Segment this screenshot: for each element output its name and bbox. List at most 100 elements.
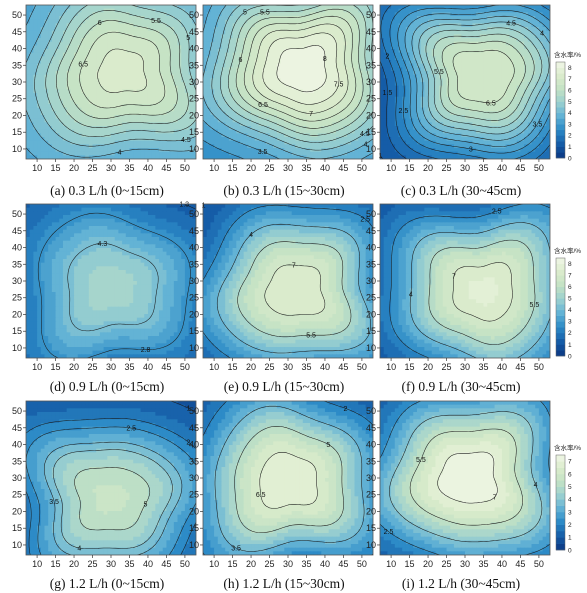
- fill-cell: [306, 93, 311, 98]
- fill-cell: [55, 16, 60, 21]
- fill-cell: [439, 23, 444, 28]
- fill-cell: [217, 93, 223, 98]
- fill-cell: [324, 133, 330, 138]
- fill-cell: [424, 16, 429, 21]
- fill-cell: [140, 23, 145, 28]
- fill-cell: [468, 5, 473, 10]
- fill-cell: [391, 45, 396, 50]
- fill-cell: [520, 30, 525, 35]
- fill-cell: [122, 144, 127, 149]
- fill-cell: [129, 27, 134, 32]
- fill-cell: [144, 49, 149, 54]
- fill-cell: [347, 82, 352, 87]
- fill-cell: [247, 107, 252, 112]
- fill-cell: [516, 12, 522, 17]
- fill-cell: [531, 78, 536, 83]
- contour-line: [79, 31, 166, 109]
- fill-cell: [350, 34, 356, 39]
- fill-cell: [321, 34, 326, 39]
- fill-cell: [85, 82, 90, 87]
- fill-cell: [461, 27, 466, 32]
- fill-cell: [48, 140, 53, 145]
- fill-cell: [51, 71, 57, 76]
- fill-cell: [336, 38, 341, 43]
- fill-cell: [420, 19, 425, 24]
- fill-cell: [170, 45, 175, 50]
- fill-cell: [457, 8, 462, 13]
- fill-cell: [472, 49, 477, 54]
- fill-cell: [225, 27, 230, 32]
- fill-cell: [133, 115, 138, 120]
- fill-cell: [350, 49, 356, 54]
- fill-cell: [446, 71, 451, 76]
- fill-cell: [288, 137, 293, 142]
- fill-cell: [269, 34, 274, 39]
- fill-cell: [520, 23, 525, 28]
- fill-cell: [74, 71, 79, 76]
- fill-cell: [125, 30, 131, 35]
- fill-cell: [173, 133, 179, 138]
- fill-cell: [398, 5, 403, 10]
- fill-cell: [133, 19, 138, 24]
- fill-cell: [262, 122, 267, 127]
- fill-cell: [295, 140, 300, 145]
- fill-cell: [269, 30, 274, 35]
- fill-cell: [243, 56, 248, 61]
- fill-cell: [44, 8, 49, 13]
- fill-cell: [236, 23, 241, 28]
- fill-cell: [221, 45, 226, 50]
- fill-cell: [251, 129, 256, 134]
- fill-cell: [225, 100, 230, 105]
- fill-cell: [77, 104, 83, 109]
- fill-cell: [501, 45, 507, 50]
- fill-cell: [85, 71, 90, 76]
- fill-cell: [70, 49, 75, 54]
- fill-cell: [306, 104, 311, 109]
- fill-cell: [221, 12, 226, 17]
- fill-cell: [48, 85, 53, 90]
- contour-line: [262, 32, 340, 105]
- fill-cell: [206, 5, 211, 10]
- fill-cell: [188, 100, 193, 105]
- fill-cell: [479, 52, 485, 57]
- fill-cell: [159, 118, 164, 123]
- fill-cell: [302, 111, 308, 116]
- fill-cell: [239, 8, 245, 13]
- fill-cell: [442, 19, 448, 24]
- fill-cell: [111, 16, 116, 21]
- fill-cell: [181, 85, 186, 90]
- fill-cell: [262, 12, 267, 17]
- fill-cell: [118, 129, 123, 134]
- fill-cell: [350, 30, 356, 35]
- fill-cell: [184, 71, 190, 76]
- fill-cell: [122, 137, 127, 142]
- fill-cell: [302, 100, 308, 105]
- fill-cell: [262, 111, 267, 116]
- fill-cell: [343, 96, 348, 101]
- fill-cell: [424, 67, 429, 72]
- fill-cell: [354, 60, 359, 65]
- fill-cell: [85, 23, 90, 28]
- fill-cell: [332, 148, 337, 153]
- fill-cell: [339, 140, 345, 145]
- fill-cell: [365, 34, 370, 39]
- fill-cell: [177, 107, 182, 112]
- fill-cell: [343, 107, 348, 112]
- fill-cell: [288, 45, 293, 50]
- fill-cell: [92, 45, 97, 50]
- fill-cell: [236, 118, 241, 123]
- fill-cell: [96, 93, 101, 98]
- fill-cell: [505, 82, 510, 87]
- fill-cell: [228, 118, 234, 123]
- fill-cell: [147, 148, 153, 153]
- fill-cell: [465, 63, 470, 68]
- fill-cell: [479, 12, 485, 17]
- fill-cell: [350, 89, 356, 94]
- fill-cell: [66, 5, 71, 10]
- fill-cell: [273, 5, 278, 10]
- fill-cell: [92, 67, 97, 72]
- fill-cell: [136, 60, 142, 65]
- fill-cell: [33, 96, 38, 101]
- fill-cell: [55, 8, 60, 13]
- fill-cell: [332, 111, 337, 116]
